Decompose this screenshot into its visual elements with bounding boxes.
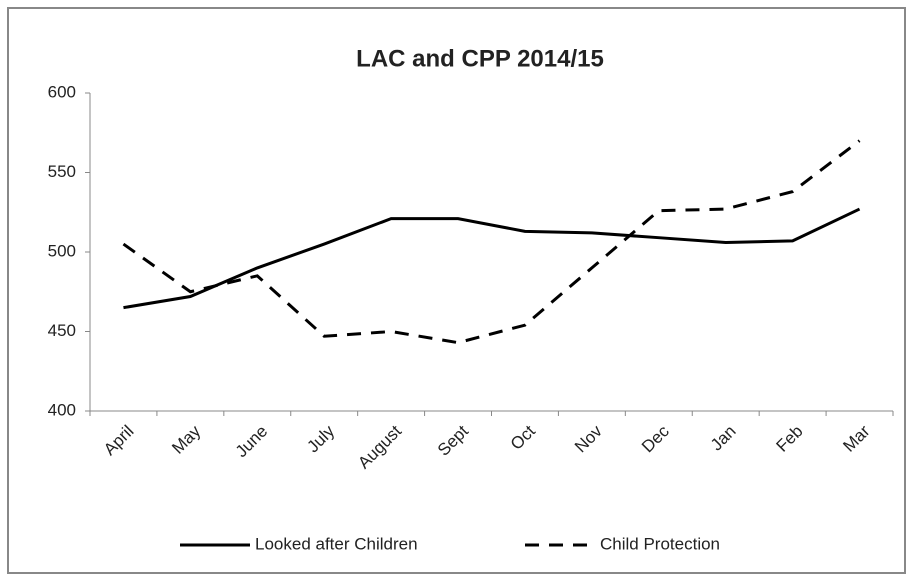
y-tick-label: 550	[48, 162, 76, 181]
y-tick-label: 600	[48, 82, 76, 101]
chart-frame	[7, 7, 906, 574]
series-line	[123, 207, 861, 310]
legend-label: Looked after Children	[255, 534, 418, 553]
y-tick-label: 450	[48, 321, 76, 340]
series-line	[122, 139, 861, 345]
y-tick-label: 400	[48, 400, 76, 419]
legend-label: Child Protection	[600, 534, 720, 553]
chart-title: LAC and CPP 2014/15	[356, 45, 604, 72]
y-tick-label: 500	[48, 241, 76, 260]
